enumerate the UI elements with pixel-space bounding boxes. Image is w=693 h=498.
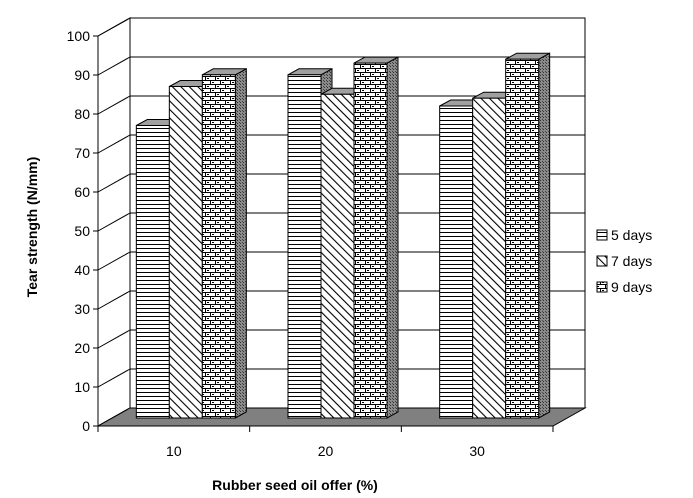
bar xyxy=(353,56,399,419)
legend-label: 5 days xyxy=(611,227,652,243)
legend-swatch xyxy=(596,255,608,267)
y-tick-label: 40 xyxy=(74,262,90,278)
y-tick-labels: 0 10 20 30 40 50 60 70 80 90 100 xyxy=(67,28,91,434)
x-axis-title: Rubber seed oil offer (%) xyxy=(212,477,378,493)
y-tick-label: 20 xyxy=(74,340,90,356)
gridline xyxy=(97,251,131,271)
legend-box xyxy=(591,220,693,302)
legend: 5 days 7 days 9 days xyxy=(591,220,693,302)
x-tick-label: 30 xyxy=(469,443,485,459)
legend-swatch xyxy=(596,229,608,241)
bar-side xyxy=(386,56,399,419)
gridline xyxy=(97,368,131,388)
bar-front xyxy=(168,86,203,419)
gridline xyxy=(97,173,131,193)
y-tick-label: 30 xyxy=(74,301,90,317)
bar-side xyxy=(234,67,247,419)
gridline xyxy=(97,134,131,154)
gridline xyxy=(97,329,131,349)
gridline xyxy=(97,56,131,76)
bar xyxy=(505,52,551,419)
legend-swatch xyxy=(596,281,608,293)
bar-front xyxy=(201,74,236,419)
gridline xyxy=(97,95,131,115)
bar-front xyxy=(135,125,170,419)
y-tick-label: 10 xyxy=(74,379,90,395)
y-tick-label: 50 xyxy=(74,223,90,239)
y-tick-label: 70 xyxy=(74,145,90,161)
bar-front xyxy=(320,93,355,419)
bar-front xyxy=(353,62,388,419)
bars xyxy=(135,52,551,419)
legend-label: 7 days xyxy=(611,253,652,269)
bar-side xyxy=(538,52,551,419)
bar-front xyxy=(505,58,540,419)
y-tick-label: 100 xyxy=(67,28,91,44)
y-axis-title: Tear strength (N/mm) xyxy=(24,157,40,298)
y-tick-label: 60 xyxy=(74,184,90,200)
legend-label: 9 days xyxy=(611,279,652,295)
x-tick-label: 20 xyxy=(318,443,334,459)
bar-front xyxy=(472,97,507,419)
axes xyxy=(93,35,554,432)
x-tick-labels: 10 20 30 xyxy=(166,443,485,459)
y-tick-label: 80 xyxy=(74,106,90,122)
y-tick-label: 0 xyxy=(82,418,90,434)
gridline xyxy=(97,290,131,310)
gridline xyxy=(97,17,131,37)
x-tick-label: 10 xyxy=(166,443,182,459)
bar-front xyxy=(287,74,322,419)
bar xyxy=(201,67,247,419)
y-tick-label: 90 xyxy=(74,67,90,83)
bar-front xyxy=(439,105,474,419)
gridline xyxy=(97,212,131,232)
